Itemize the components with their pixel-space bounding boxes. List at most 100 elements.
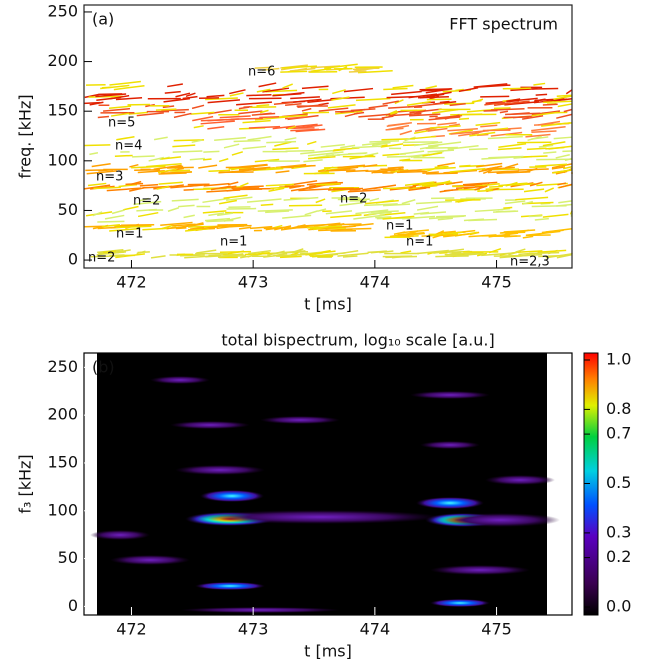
contour-stroke: [436, 215, 466, 218]
contour-stroke: [557, 182, 567, 186]
contour-stroke: [438, 230, 456, 234]
contour-stroke: [182, 95, 198, 100]
contour-stroke: [139, 183, 159, 187]
contour-stroke: [463, 218, 485, 222]
bispectrum-blob: [175, 465, 265, 475]
contour-stroke: [278, 114, 308, 118]
bispectrum-blob: [430, 565, 530, 575]
contour-stroke: [137, 170, 165, 174]
contour-stroke: [84, 184, 111, 190]
contour-stroke: [90, 255, 124, 258]
contour-stroke: [358, 113, 391, 118]
contour-stroke: [156, 185, 170, 190]
contour-stroke: [308, 155, 336, 160]
contour-stroke: [318, 228, 353, 232]
contour-stroke: [172, 144, 196, 148]
contour-stroke: [476, 84, 511, 88]
contour-stroke: [477, 189, 494, 193]
contour-stroke: [290, 96, 320, 100]
contour-stroke: [402, 229, 429, 234]
contour-stroke: [349, 154, 374, 160]
contour-stroke: [193, 222, 204, 226]
contour-stroke: [406, 100, 431, 107]
contour-stroke: [534, 217, 549, 221]
contour-stroke: [272, 147, 299, 151]
contour-stroke: [380, 143, 404, 148]
contour-stroke: [340, 144, 356, 149]
colorbar-tick-label: 1.0: [606, 350, 631, 369]
contour-stroke: [259, 115, 280, 119]
contour-stroke: [517, 250, 543, 254]
contour-stroke: [170, 169, 191, 172]
contour-stroke: [556, 113, 573, 119]
contour-stroke: [348, 70, 367, 73]
contour-stroke: [307, 98, 334, 104]
contour-stroke: [506, 98, 521, 103]
contour-stroke: [303, 159, 323, 163]
contour-stroke: [201, 224, 228, 230]
contour-stroke: [163, 97, 191, 103]
contour-stroke: [347, 189, 381, 193]
contour-stroke: [538, 120, 561, 126]
contour-stroke: [419, 181, 445, 186]
contour-stroke: [153, 136, 168, 141]
contour-stroke: [202, 210, 227, 214]
contour-stroke: [449, 167, 486, 173]
contour-stroke: [280, 70, 308, 73]
contour-stroke: [315, 198, 326, 204]
contour-stroke: [399, 158, 411, 162]
contour-stroke: [304, 210, 319, 216]
contour-stroke: [531, 110, 561, 116]
mode-annotation: n=4: [115, 139, 142, 154]
contour-stroke: [444, 114, 460, 120]
contour-stroke: [515, 248, 526, 253]
contour-stroke: [340, 249, 359, 255]
contour-stroke: [217, 253, 244, 258]
contour-stroke: [346, 169, 369, 173]
contour-stroke: [449, 103, 466, 107]
contour-stroke: [248, 250, 271, 255]
contour-stroke: [111, 209, 125, 215]
bispectrum-blob: [430, 599, 490, 607]
contour-stroke: [191, 139, 203, 144]
contour-stroke: [155, 108, 177, 111]
contour-stroke: [153, 164, 182, 171]
contour-stroke: [273, 252, 288, 257]
contour-stroke: [434, 165, 449, 169]
contour-stroke: [542, 103, 558, 106]
contour-stroke: [267, 250, 285, 256]
contour-stroke: [437, 217, 453, 221]
contour-stroke: [525, 133, 551, 138]
contour-stroke: [542, 141, 566, 147]
bispectrum-blob: [485, 475, 555, 485]
bispectrum-blob: [420, 441, 480, 449]
contour-stroke: [425, 85, 437, 90]
contour-stroke: [557, 103, 573, 108]
contour-stroke: [362, 141, 389, 146]
bispectrum-blob: [200, 490, 264, 502]
contour-stroke: [388, 105, 414, 109]
bispectrum-blob: [416, 497, 484, 509]
contour-stroke: [192, 115, 214, 122]
contour-stroke: [370, 250, 388, 254]
contour-stroke: [202, 158, 212, 161]
contour-stroke: [114, 154, 133, 157]
contour-stroke: [100, 84, 130, 90]
contour-stroke: [563, 108, 573, 113]
contour-stroke: [275, 170, 290, 174]
contour-stroke: [106, 187, 142, 192]
contour-stroke: [265, 210, 290, 214]
y-axis-label: freq. [kHz]: [16, 94, 35, 178]
y-tick-label: 0: [68, 596, 78, 615]
contour-stroke: [545, 146, 565, 150]
y-tick-label: 50: [58, 200, 78, 219]
contour-stroke: [399, 130, 413, 136]
y-tick-label: 150: [47, 101, 78, 120]
contour-stroke: [256, 104, 270, 107]
bispectrum-blob: [440, 513, 560, 527]
contour-stroke: [125, 182, 144, 186]
contour-stroke: [370, 210, 399, 214]
contour-stroke: [183, 214, 195, 219]
contour-stroke: [471, 130, 486, 136]
contour-stroke: [260, 112, 276, 116]
